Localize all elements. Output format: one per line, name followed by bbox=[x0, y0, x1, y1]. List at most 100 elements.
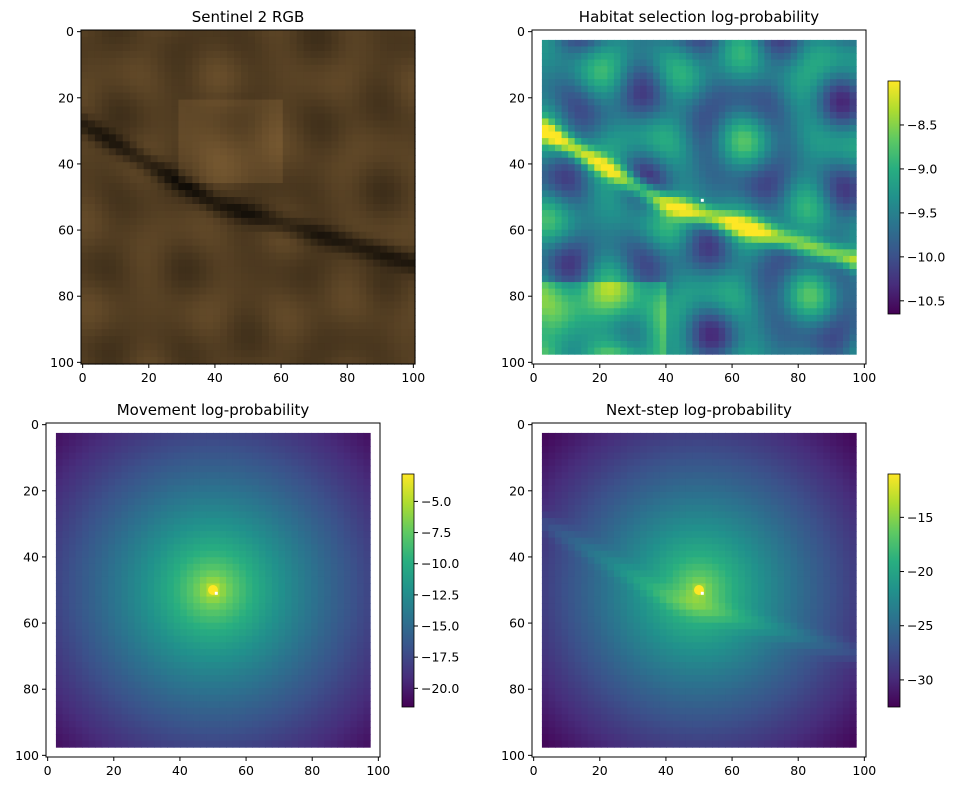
heatmap-cell bbox=[738, 314, 746, 322]
heatmap-cell bbox=[94, 224, 103, 233]
heatmap-cell bbox=[373, 190, 381, 198]
heatmap-cell bbox=[261, 336, 270, 344]
heatmap-cell bbox=[282, 99, 291, 108]
heatmap-cell bbox=[587, 131, 595, 139]
heatmap-cell bbox=[646, 334, 654, 342]
heatmap-cell bbox=[206, 92, 214, 101]
heatmap-cell bbox=[331, 322, 340, 330]
heatmap-cell bbox=[178, 106, 186, 115]
heatmap-cell bbox=[555, 203, 563, 211]
heatmap-cell bbox=[171, 217, 180, 226]
heatmap-cell bbox=[823, 138, 831, 146]
heatmap-cell bbox=[94, 336, 103, 344]
heatmap-cell bbox=[738, 53, 746, 61]
heatmap-cell bbox=[738, 170, 746, 178]
heatmap-cell bbox=[199, 459, 208, 467]
heatmap-cell bbox=[387, 176, 395, 184]
heatmap-cell bbox=[600, 118, 608, 126]
heatmap-cell bbox=[797, 347, 805, 355]
heatmap-cell bbox=[607, 282, 615, 290]
heatmap-cell bbox=[261, 308, 270, 316]
heatmap-cell bbox=[718, 164, 726, 172]
heatmap-cell bbox=[143, 71, 152, 80]
heatmap-cell bbox=[220, 99, 228, 108]
heatmap-cell bbox=[108, 85, 117, 94]
heatmap-cell bbox=[324, 252, 333, 261]
heatmap-cell bbox=[248, 99, 256, 108]
heatmap-cell bbox=[574, 72, 582, 80]
heatmap-cell bbox=[81, 57, 89, 66]
heatmap-cell bbox=[129, 43, 138, 52]
heatmap-cell bbox=[254, 78, 263, 87]
heatmap-cell bbox=[275, 245, 284, 254]
heatmap-cell bbox=[541, 282, 550, 290]
heatmap-cell bbox=[574, 85, 582, 93]
heatmap-cell bbox=[359, 169, 367, 177]
heatmap-cell bbox=[541, 203, 550, 211]
heatmap-cell bbox=[185, 141, 193, 149]
heatmap-cell bbox=[699, 321, 707, 329]
heatmap-cell bbox=[81, 99, 89, 108]
heatmap-cell bbox=[718, 275, 726, 283]
heatmap-cell bbox=[310, 357, 319, 365]
heatmap-cell bbox=[541, 288, 550, 296]
heatmap-cell bbox=[387, 141, 395, 149]
heatmap-cell bbox=[150, 252, 159, 261]
heatmap-cell bbox=[600, 314, 608, 322]
heatmap-cell bbox=[401, 280, 409, 289]
heatmap-cell bbox=[685, 282, 694, 290]
heatmap-cell bbox=[150, 231, 159, 240]
heatmap-cell bbox=[646, 53, 654, 61]
heatmap-cell bbox=[206, 197, 214, 205]
heatmap-cell bbox=[268, 259, 277, 268]
heatmap-cell bbox=[561, 151, 569, 159]
heatmap-cell bbox=[600, 164, 608, 172]
heatmap-cell bbox=[101, 294, 110, 302]
heatmap-cell bbox=[394, 134, 402, 142]
heatmap-cell bbox=[770, 85, 779, 93]
heatmap-cell bbox=[282, 329, 291, 337]
heatmap-cell bbox=[75, 472, 83, 480]
heatmap-cell bbox=[718, 288, 726, 296]
heatmap-cell bbox=[115, 162, 124, 170]
heatmap-cell bbox=[143, 350, 152, 358]
heatmap-cell bbox=[87, 210, 96, 219]
heatmap-cell bbox=[751, 321, 759, 329]
heatmap-cell bbox=[129, 266, 138, 275]
heatmap-cell bbox=[127, 452, 136, 460]
heatmap-cell bbox=[157, 50, 166, 59]
heatmap-cell bbox=[317, 106, 326, 115]
heatmap-cell bbox=[600, 125, 608, 133]
heatmap-cell bbox=[380, 148, 388, 156]
heatmap-cell bbox=[248, 217, 256, 226]
heatmap-cell bbox=[751, 327, 759, 336]
heatmap-cell bbox=[712, 111, 720, 120]
heatmap-cell bbox=[108, 273, 117, 282]
heatmap-cell bbox=[227, 329, 235, 337]
heatmap-cell bbox=[659, 340, 667, 349]
heatmap-cell bbox=[810, 72, 818, 80]
heatmap-cell bbox=[777, 327, 785, 336]
heatmap-cell bbox=[751, 118, 759, 126]
heatmap-cell bbox=[317, 169, 326, 177]
heatmap-cell bbox=[666, 197, 674, 205]
heatmap-cell bbox=[185, 294, 193, 302]
heatmap-cell bbox=[213, 446, 221, 454]
heatmap-cell bbox=[136, 273, 145, 282]
heatmap-cell bbox=[587, 216, 595, 224]
heatmap-cell bbox=[790, 46, 798, 54]
heatmap-cell bbox=[685, 118, 694, 126]
heatmap-cell bbox=[699, 275, 707, 283]
heatmap-cell bbox=[620, 203, 628, 211]
heatmap-cell bbox=[555, 197, 563, 205]
heatmap-cell bbox=[555, 66, 563, 74]
heatmap-cell bbox=[268, 30, 277, 38]
heatmap-cell bbox=[849, 164, 857, 172]
heatmap-cell bbox=[220, 30, 228, 38]
heatmap-cell bbox=[282, 197, 291, 205]
heatmap-cell bbox=[352, 183, 360, 191]
heatmap-cell bbox=[797, 66, 805, 74]
heatmap-cell bbox=[613, 183, 622, 192]
heatmap-cell bbox=[87, 294, 96, 302]
heatmap-cell bbox=[568, 164, 576, 172]
